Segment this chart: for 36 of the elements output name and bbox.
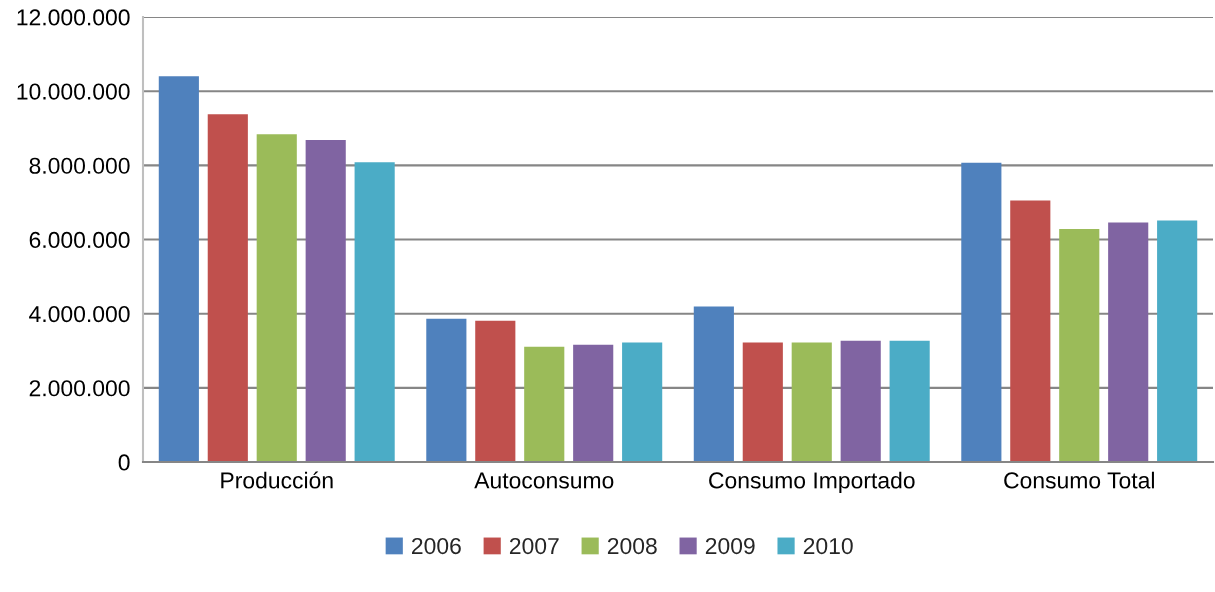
legend-label: 2009 xyxy=(705,537,755,555)
bar xyxy=(622,342,663,462)
bar xyxy=(693,306,734,462)
bar xyxy=(207,114,248,462)
y-tick-label: 6.000.000 xyxy=(29,231,130,249)
bar xyxy=(791,342,832,462)
y-tick-label: 2.000.000 xyxy=(29,380,130,397)
y-tick-label: 0 xyxy=(118,454,130,471)
bar xyxy=(354,162,395,462)
bar xyxy=(1157,220,1198,462)
legend-label: 2008 xyxy=(607,537,657,555)
legend-label: 2006 xyxy=(412,537,461,555)
x-tick-label: Consumo Importado xyxy=(709,471,915,494)
bar xyxy=(475,320,516,462)
y-tick-label: 4.000.000 xyxy=(29,305,130,323)
bar xyxy=(1059,229,1100,462)
y-tick-label: 12.000.000 xyxy=(17,9,130,26)
y-tick-label: 10.000.000 xyxy=(17,83,130,100)
x-tick-label: Autoconsumo xyxy=(474,472,614,489)
bar xyxy=(573,344,614,462)
x-tick-label: Consumo Total xyxy=(1004,471,1154,489)
bar xyxy=(256,134,297,462)
legend-label: 2010 xyxy=(803,537,853,555)
bar xyxy=(1108,222,1149,462)
bar xyxy=(524,346,565,462)
bar xyxy=(1010,200,1051,462)
x-tick-label: Producción xyxy=(221,471,333,489)
bar xyxy=(158,76,199,462)
bar xyxy=(889,340,930,462)
bar xyxy=(305,140,346,462)
legend-label: 2007 xyxy=(509,537,559,555)
y-tick-label: 8.000.000 xyxy=(29,157,130,174)
bar xyxy=(742,342,783,462)
bar xyxy=(840,340,881,462)
bar xyxy=(426,318,467,462)
bar xyxy=(961,162,1002,462)
